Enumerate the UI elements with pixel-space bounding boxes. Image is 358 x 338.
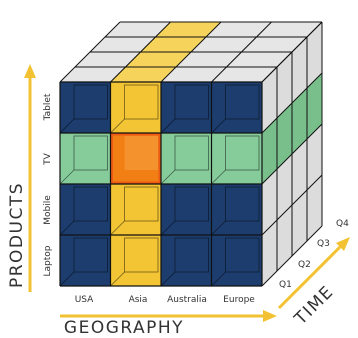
products-axis-arrowhead: [24, 64, 36, 78]
front-cell-inner: [174, 84, 209, 120]
top-cell: [206, 22, 272, 37]
front-cell-depth: [59, 220, 75, 236]
cube-highlights: [110, 132, 162, 185]
front-cell-inner: [73, 186, 108, 222]
products-axis: PRODUCTS: [7, 64, 36, 292]
front-cell-inner: [73, 237, 108, 273]
front-cell-inner: [225, 237, 260, 273]
side-cell: [292, 139, 307, 205]
side-cell: [262, 220, 277, 286]
front-cell-inner: [174, 186, 209, 222]
front-cell-inner: [124, 186, 159, 222]
front-cell-inner: [124, 237, 159, 273]
front-cell-depth: [160, 220, 176, 236]
top-cell: [211, 67, 277, 82]
top-cell: [105, 22, 171, 37]
product-label-mobile: Mobile: [43, 195, 53, 225]
top-cell: [110, 67, 176, 82]
cube-side-face: [262, 22, 322, 286]
grid-line: [261, 225, 323, 287]
side-cell: [307, 175, 322, 241]
front-cell-inner: [225, 135, 260, 171]
front-cell-depth: [211, 271, 226, 287]
geography-tick-labels: USA Asia Australia Europe: [75, 295, 256, 305]
front-cell-inner: [174, 237, 209, 273]
top-cell: [125, 52, 191, 67]
side-cell: [277, 154, 292, 220]
top-cell: [191, 37, 257, 52]
cube-grid-lines: [59, 21, 323, 287]
front-cell-inner: [174, 135, 209, 171]
side-cell: [262, 67, 277, 133]
front-cell-inner: [124, 84, 159, 120]
front-cell-depth: [160, 271, 176, 287]
time-axis-arrowhead: [336, 237, 350, 251]
top-cell: [241, 37, 307, 52]
top-cell: [176, 52, 242, 67]
products-tick-labels: Laptop Mobile TV Tablet: [43, 93, 53, 276]
front-cell-inner: [225, 186, 260, 222]
top-cell: [60, 67, 126, 82]
product-label-tv: TV: [43, 152, 53, 165]
products-axis-title: PRODUCTS: [7, 182, 27, 288]
front-cell-depth: [160, 169, 176, 185]
front-cell-depth: [110, 271, 125, 287]
front-cell-depth: [211, 220, 226, 236]
intersection-inner: [124, 136, 158, 170]
top-cell: [226, 52, 292, 67]
grid-line: [211, 21, 272, 83]
top-cell: [140, 37, 206, 52]
top-cell: [256, 22, 322, 37]
side-cell: [277, 103, 292, 169]
time-label-q3: Q3: [317, 239, 330, 249]
time-axis-arrow: [277, 242, 345, 310]
geo-label-usa: USA: [75, 295, 94, 305]
front-cell-depth: [110, 220, 125, 236]
grid-line: [261, 174, 323, 236]
top-cell: [155, 22, 221, 37]
time-label-q4: Q4: [336, 219, 349, 229]
side-cell: [292, 37, 307, 103]
time-label-q2: Q2: [298, 260, 311, 270]
front-cell-depth: [59, 271, 75, 287]
front-cell-depth: [211, 118, 226, 134]
top-cell: [90, 37, 156, 52]
side-cell: [307, 22, 322, 88]
front-cell-inner: [225, 84, 260, 120]
side-cell: [262, 169, 277, 235]
front-cell-depth: [160, 118, 176, 134]
side-cell: [292, 88, 307, 154]
geo-label-europe: Europe: [223, 295, 255, 305]
product-label-laptop: Laptop: [43, 245, 53, 276]
top-cell: [75, 52, 141, 67]
side-cell: [262, 118, 277, 184]
cube-top-face: [60, 22, 322, 82]
front-cell-depth: [211, 169, 226, 185]
geography-axis: GEOGRAPHY: [60, 310, 277, 338]
time-label-q1: Q1: [279, 280, 292, 290]
intersection-rim: [110, 132, 162, 185]
front-cell-depth: [110, 118, 125, 134]
geography-axis-title: GEOGRAPHY: [64, 318, 184, 338]
front-cell-inner: [73, 135, 108, 171]
side-cell: [307, 73, 322, 139]
front-cell-depth: [59, 118, 75, 134]
side-cell: [307, 124, 322, 190]
cube-front-face: [59, 82, 262, 287]
side-cell: [292, 190, 307, 256]
side-cell: [277, 52, 292, 118]
geo-label-asia: Asia: [129, 295, 148, 305]
side-cell: [277, 205, 292, 271]
product-label-tablet: Tablet: [43, 93, 53, 121]
geography-axis-arrowhead: [263, 310, 277, 322]
front-cell-depth: [59, 169, 75, 185]
time-tick-labels: Q1 Q2 Q3 Q4: [279, 219, 349, 290]
geo-label-australia: Australia: [167, 295, 207, 305]
top-cell: [161, 67, 227, 82]
front-cell-inner: [73, 84, 108, 120]
